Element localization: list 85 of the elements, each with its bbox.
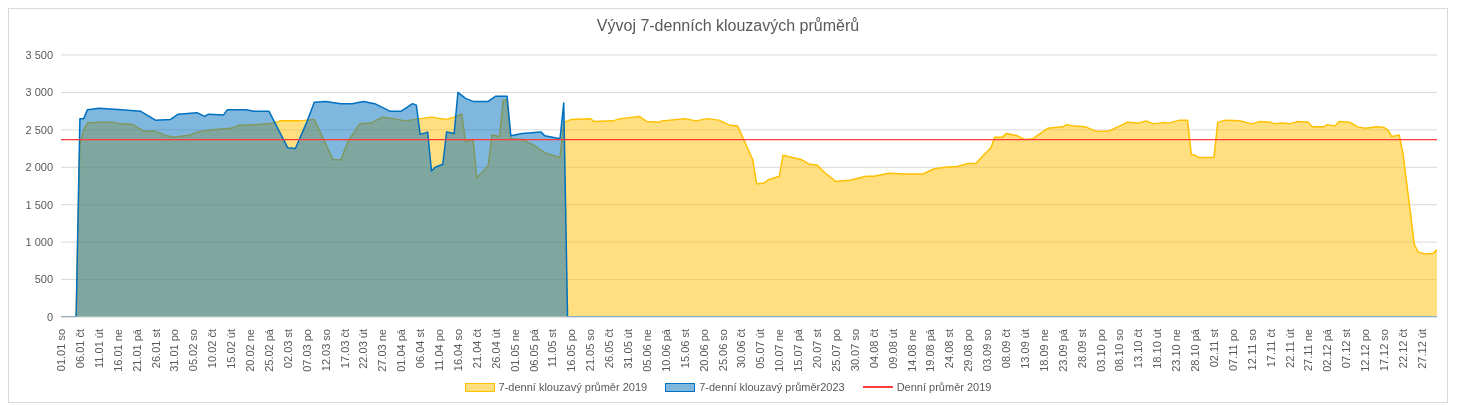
y-tick-label: 3 500 — [25, 48, 53, 61]
x-tick-label: 27.12 út — [1415, 329, 1428, 369]
x-tick-label: 05.07 út — [754, 329, 767, 369]
y-tick-label: 1 500 — [25, 198, 53, 211]
x-tick-label: 24.08 st — [943, 329, 956, 369]
y-tick-label: 0 — [46, 310, 53, 323]
x-tick-label: 13.09 út — [1018, 329, 1031, 369]
chart-title: Vývoj 7-denních klouzavých průměrů — [595, 16, 861, 36]
x-tick-label: 22.11 út — [1283, 329, 1296, 368]
x-tick-label: 18.10 út — [1151, 329, 1164, 369]
x-tick-label: 22.03 út — [357, 329, 370, 369]
x-tick-label: 11.01 út — [92, 329, 105, 368]
x-tick-label: 27.03 ne — [376, 329, 389, 372]
x-tick-label: 03.09 so — [981, 329, 994, 372]
legend-label: 7-denní klouzavý průměr2023 — [699, 381, 845, 393]
x-tick-label: 21.05 so — [584, 329, 597, 372]
legend-label: 7-denní klouzavý průměr 2019 — [498, 381, 648, 393]
x-tick-label: 25.07 po — [829, 329, 842, 372]
x-tick-label: 26.05 čt — [603, 329, 616, 369]
x-tick-label: 28.09 st — [1075, 329, 1088, 369]
x-tick-label: 21.04 čt — [470, 329, 483, 369]
x-tick-label: 22.12 čt — [1396, 329, 1409, 369]
x-tick-label: 23.10 ne — [1170, 329, 1183, 372]
x-tick-label: 26.04 út — [489, 329, 502, 369]
x-tick-label: 16.04 so — [451, 329, 464, 372]
x-tick-label: 05.02 so — [187, 329, 200, 372]
x-tick-label: 19.08 pá — [924, 328, 937, 372]
x-tick-label: 12.12 po — [1359, 329, 1372, 372]
x-tick-label: 15.06 st — [678, 329, 691, 369]
x-tick-label: 01.01 so — [55, 329, 67, 372]
x-tick-label: 13.10 čt — [1132, 329, 1145, 369]
x-tick-label: 28.10 pá — [1189, 328, 1202, 372]
y-tick-label: 2 000 — [25, 161, 53, 174]
x-tick-label: 10.02 čt — [206, 329, 219, 369]
x-tick-label: 31.05 út — [622, 329, 635, 369]
x-tick-label: 02.12 pá — [1321, 328, 1334, 372]
x-tick-label: 02.03 st — [281, 329, 294, 369]
x-tick-label: 01.04 pá — [395, 328, 408, 372]
x-tick-label: 06.05 pá — [527, 328, 540, 372]
x-tick-label: 10.07 ne — [773, 329, 786, 372]
x-tick-label: 30.07 so — [848, 329, 861, 372]
x-tick-label: 10.06 pá — [659, 328, 672, 372]
y-tick-label: 2 500 — [25, 123, 53, 136]
x-tick-label: 15.07 pá — [792, 328, 805, 372]
x-tick-label: 05.06 ne — [640, 329, 653, 372]
x-tick-label: 14.08 ne — [905, 329, 918, 372]
x-tick-label: 23.09 pá — [1056, 328, 1069, 372]
x-tick-label: 30.06 čt — [735, 329, 748, 369]
x-tick-label: 20.06 po — [697, 329, 710, 372]
x-tick-label: 20.02 ne — [244, 329, 257, 372]
x-tick-label: 18.09 ne — [1037, 329, 1050, 372]
x-tick-label: 08.10 so — [1113, 329, 1126, 372]
x-tick-label: 08.09 čt — [1000, 329, 1013, 369]
x-tick-label: 17.12 so — [1378, 329, 1391, 372]
x-tick-label: 15.02 út — [225, 329, 238, 369]
x-tick-label: 29.08 po — [962, 329, 975, 372]
x-tick-label: 06.01 čt — [73, 329, 86, 369]
x-tick-label: 25.06 so — [716, 329, 729, 372]
x-tick-label: 03.10 po — [1094, 329, 1107, 372]
x-tick-label: 21.01 pá — [130, 328, 143, 372]
y-tick-label: 500 — [34, 273, 53, 286]
x-tick-label: 07.03 po — [300, 329, 313, 372]
x-tick-label: 01.05 ne — [508, 329, 521, 372]
x-tick-label: 16.05 po — [565, 329, 578, 372]
y-tick-label: 1 000 — [25, 236, 53, 249]
x-tick-label: 11.04 po — [433, 329, 446, 372]
x-tick-label: 20.07 st — [811, 329, 824, 369]
x-tick-label: 31.01 po — [168, 329, 181, 372]
x-tick-label: 16.01 ne — [111, 329, 124, 372]
legend-label: Denní průměr 2019 — [896, 381, 992, 393]
x-tick-label: 06.04 st — [414, 329, 427, 369]
x-tick-label: 27.11 ne — [1302, 329, 1315, 372]
x-tick-label: 26.01 st — [149, 329, 162, 369]
x-tick-label: 17.03 čt — [338, 329, 351, 369]
y-tick-label: 3 000 — [25, 86, 53, 99]
x-tick-label: 12.03 so — [319, 329, 332, 372]
x-tick-label: 09.08 út — [886, 329, 899, 369]
x-tick-label: 02.11 st — [1207, 329, 1220, 368]
x-tick-label: 07.12 st — [1340, 329, 1353, 369]
x-tick-label: 07.11 po — [1226, 329, 1239, 372]
x-tick-label: 17.11 čt — [1264, 329, 1277, 368]
x-tick-label: 11.05 st — [546, 329, 559, 368]
x-tick-label: 04.08 čt — [867, 329, 880, 369]
x-tick-label: 25.02 pá — [262, 328, 275, 372]
x-tick-label: 12.11 so — [1245, 329, 1258, 371]
